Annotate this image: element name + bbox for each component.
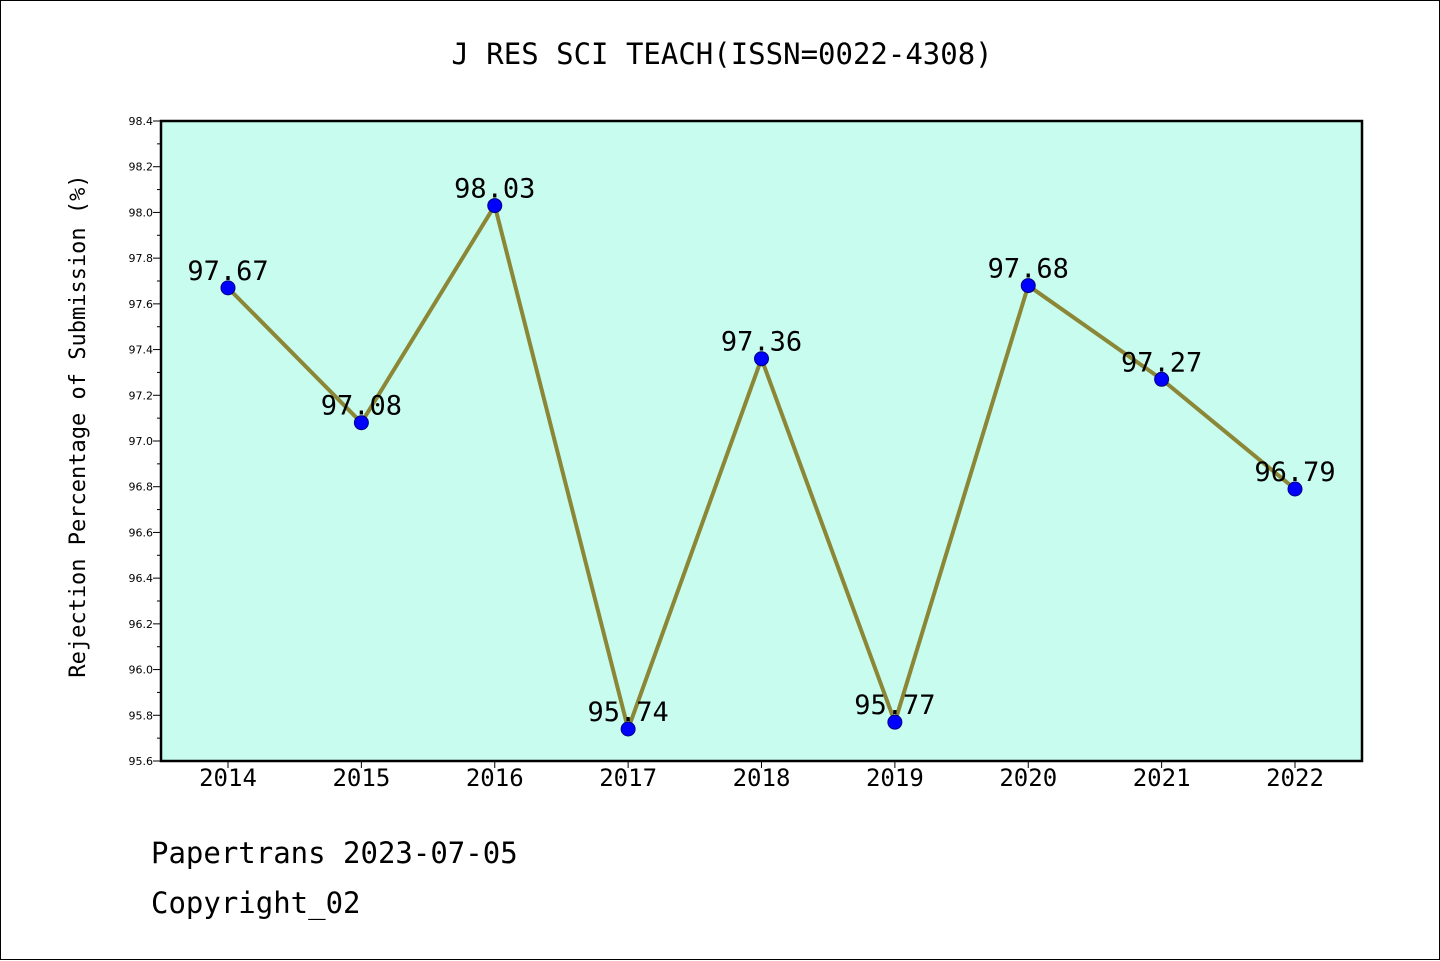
y-axis-label: Rejection Percentage of Submission (%): [66, 174, 91, 677]
y-tick-label: 96.6: [129, 526, 154, 539]
y-axis: 95.6 95.8 96.0 96.2 96.4 96.6 96.8 97.0 97.2 97.4…: [129, 115, 161, 768]
data-label: 97.67: [187, 256, 268, 287]
data-point: [1154, 371, 1170, 387]
x-tick-label: 2018: [733, 764, 791, 792]
x-tick-label: 2015: [332, 764, 390, 792]
data-label: 95.77: [854, 690, 935, 721]
data-label: 97.27: [1121, 347, 1202, 378]
data-point: [353, 415, 369, 431]
y-tick-label: 95.8: [129, 709, 154, 722]
data-point: [620, 721, 636, 737]
y-tick-label: 97.2: [129, 389, 154, 402]
y-tick-label: 97.8: [129, 252, 154, 265]
y-tick-label: 96.4: [129, 572, 154, 585]
y-tick-label: 95.6: [129, 755, 154, 768]
data-point: [754, 351, 769, 367]
y-tick-label: 96.8: [129, 481, 154, 494]
x-tick-label: 2019: [866, 764, 924, 792]
x-tick-label: 2014: [199, 764, 257, 792]
x-tick-label: 2021: [1133, 764, 1191, 792]
data-label: 97.68: [988, 254, 1069, 285]
y-tick-label: 96.0: [129, 664, 154, 677]
data-point: [1020, 278, 1036, 294]
y-tick-label: 97.4: [129, 344, 154, 357]
y-tick-label: 96.2: [129, 618, 154, 631]
data-label: 95.74: [587, 697, 668, 728]
data-label: 97.36: [721, 327, 802, 358]
x-tick-label: 2022: [1266, 764, 1324, 792]
data-point: [887, 714, 903, 730]
data-point: [1287, 481, 1303, 497]
x-tick-label: 2017: [599, 764, 657, 792]
data-label: 97.08: [321, 391, 402, 422]
y-tick-label: 97.0: [129, 435, 154, 448]
data-label: 96.79: [1254, 457, 1335, 488]
footer-copyright: Copyright_02: [151, 886, 361, 920]
plot-border: [159, 119, 1364, 763]
data-point: [487, 198, 503, 214]
data-label: 98.03: [454, 174, 535, 205]
data-point: [220, 280, 236, 296]
y-tick-label: 98.0: [129, 206, 154, 219]
x-axis: 2014 2015 2016 2017 2018 2019 2020 2021 2022: [199, 761, 1324, 792]
data-labels: 97.67 97.08 98.03 95.74 97.36 95.77 97.68 97.27…: [187, 174, 1335, 728]
y-tick-label: 98.4: [129, 115, 154, 128]
x-tick-label: 2016: [466, 764, 524, 792]
y-tick-label: 97.6: [129, 298, 154, 311]
series-points: [220, 198, 1303, 737]
footer-date-stamp: Papertrans 2023-07-05: [151, 836, 518, 870]
y-tick-label: 98.2: [129, 161, 154, 174]
plot-area: [161, 121, 1362, 761]
chart-title: J RES SCI TEACH(ISSN=0022-4308): [451, 37, 993, 71]
x-tick-label: 2020: [999, 764, 1057, 792]
